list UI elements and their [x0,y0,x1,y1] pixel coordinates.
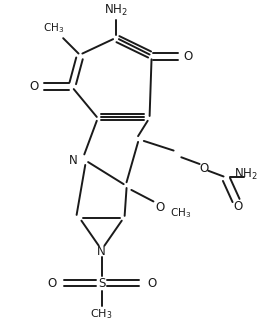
Text: N: N [97,245,106,258]
Text: O: O [156,201,165,214]
Text: O: O [47,277,56,290]
Text: CH$_3$: CH$_3$ [90,307,113,321]
Text: NH$_2$: NH$_2$ [104,3,128,18]
Text: O: O [30,80,39,93]
Text: CH$_3$: CH$_3$ [170,206,191,220]
Text: N: N [68,154,77,166]
Text: CH$_3$: CH$_3$ [43,22,64,35]
Text: O: O [200,162,209,175]
Text: O: O [183,50,193,63]
Text: S: S [98,277,105,290]
Text: O: O [147,277,156,290]
Text: NH$_2$: NH$_2$ [234,167,258,182]
Text: O: O [233,200,242,213]
